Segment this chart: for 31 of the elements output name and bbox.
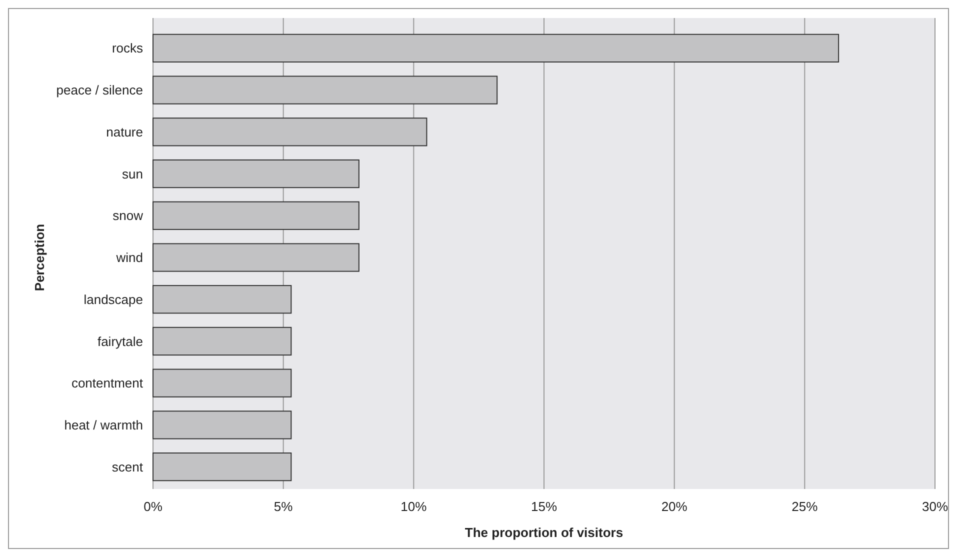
x-tick-label: 30% xyxy=(922,499,948,514)
bar xyxy=(152,410,292,440)
y-tick-label: contentment xyxy=(71,376,144,391)
y-tick-label: rocks xyxy=(112,40,144,56)
bar xyxy=(152,243,360,272)
y-tick-label: snow xyxy=(112,208,144,224)
bar xyxy=(152,368,292,398)
x-axis-title: The proportion of visitors xyxy=(464,525,624,540)
bar xyxy=(152,34,840,62)
x-tick-label: 0% xyxy=(144,499,163,514)
bar xyxy=(152,76,498,104)
x-tick-label: 20% xyxy=(661,499,688,514)
y-tick-label: landscape xyxy=(84,292,143,307)
y-tick-label: nature xyxy=(106,124,143,140)
y-tick-label: sun xyxy=(122,166,143,182)
y-axis-title: Perception xyxy=(32,224,47,292)
bar xyxy=(152,159,360,188)
bar xyxy=(152,118,428,146)
bar xyxy=(152,452,292,482)
bar xyxy=(152,326,292,356)
y-tick-label: wind xyxy=(115,250,143,266)
bar xyxy=(152,285,292,314)
y-tick-label: heat / warmth xyxy=(64,418,143,432)
x-tick-label: 25% xyxy=(792,499,818,514)
x-tick-label: 15% xyxy=(530,499,558,514)
y-tick-label: peace / silence xyxy=(56,82,143,98)
y-tick-label: scent xyxy=(112,459,144,474)
x-tick-label: 10% xyxy=(400,499,428,514)
bar xyxy=(152,201,360,230)
y-tick-label: fairytale xyxy=(97,334,143,349)
x-tick-label: 5% xyxy=(274,499,294,514)
